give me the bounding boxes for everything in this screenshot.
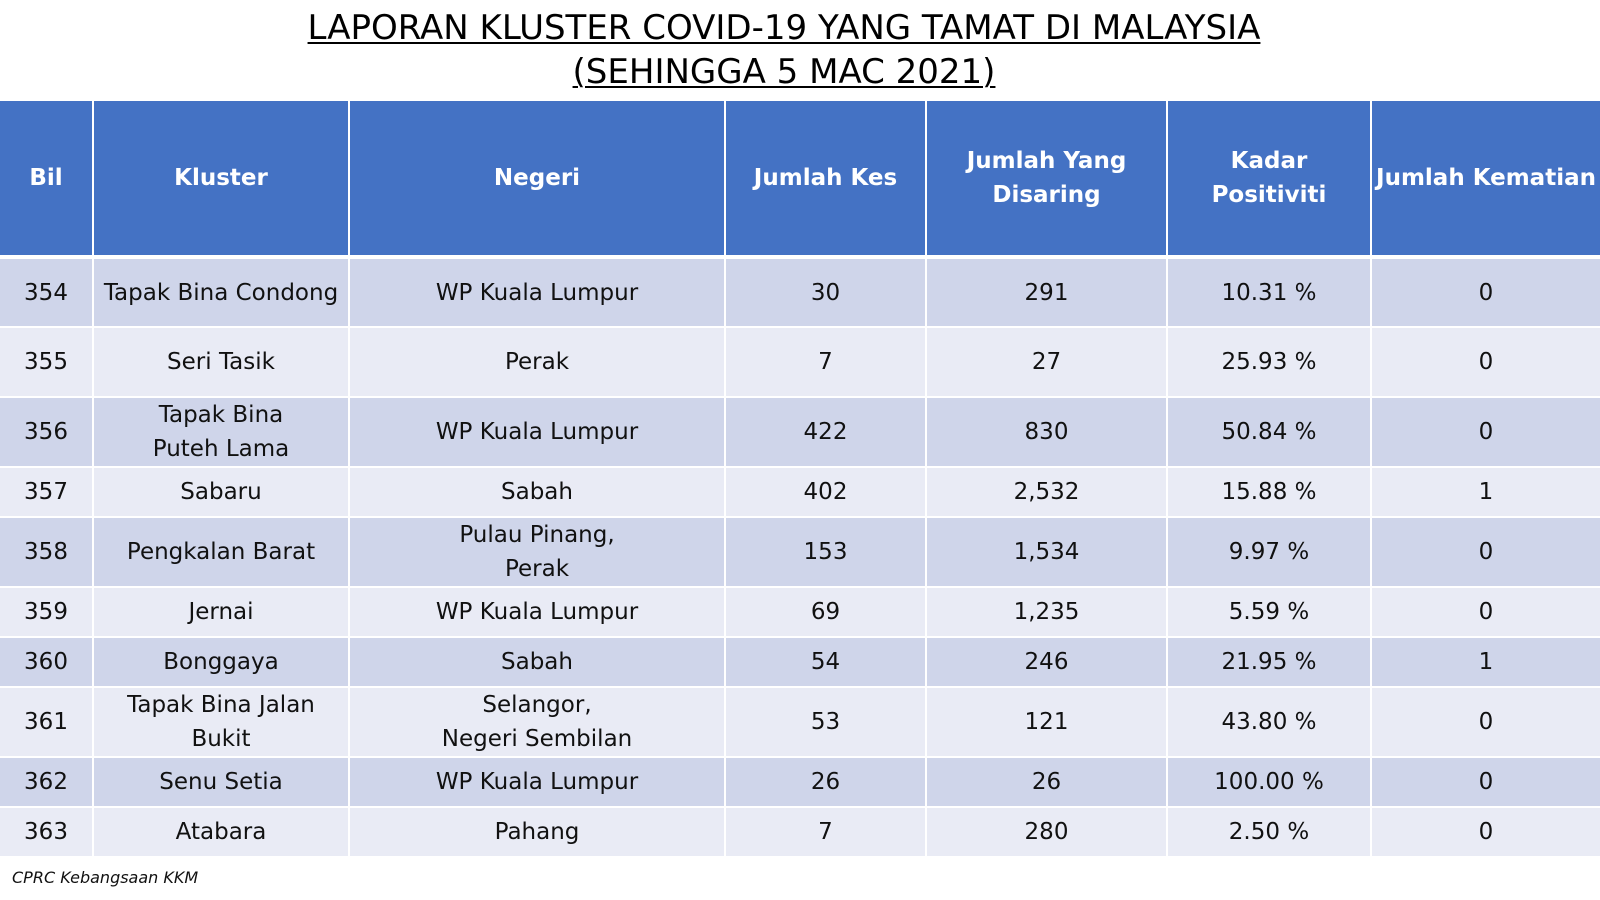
cell-kluster: Seri Tasik	[93, 327, 350, 398]
cell-kluster: Tapak Bina Puteh Lama	[93, 397, 350, 468]
cell-negeri: WP Kuala Lumpur	[349, 587, 726, 638]
cell-jumlah-disaring: 26	[926, 757, 1168, 808]
cell-kadar-positiviti: 2.50 %	[1167, 807, 1372, 858]
cell-bil: 361	[0, 687, 94, 758]
cell-negeri: Selangor, Negeri Sembilan	[349, 687, 726, 758]
cell-kluster: Atabara	[93, 807, 350, 858]
cell-jumlah-disaring: 1,235	[926, 587, 1168, 638]
cell-bil: 363	[0, 807, 94, 858]
table-header-row: Bil Kluster Negeri Jumlah Kes Jumlah Yan…	[0, 101, 1600, 259]
cell-jumlah-disaring: 121	[926, 687, 1168, 758]
cell-jumlah-kematian: 0	[1371, 757, 1600, 808]
cell-kluster: Senu Setia	[93, 757, 350, 808]
cell-bil: 358	[0, 517, 94, 588]
cell-jumlah-kematian: 0	[1371, 517, 1600, 588]
cell-kluster: Bonggaya	[93, 637, 350, 688]
cluster-table: Bil Kluster Negeri Jumlah Kes Jumlah Yan…	[0, 101, 1600, 858]
cell-kadar-positiviti: 5.59 %	[1167, 587, 1372, 638]
header-jumlah-kematian: Jumlah Kematian	[1371, 101, 1600, 259]
table-row: 361 Tapak Bina Jalan Bukit Selangor, Neg…	[0, 687, 1600, 758]
cell-jumlah-kes: 422	[725, 397, 927, 468]
cell-jumlah-disaring: 291	[926, 257, 1168, 328]
cell-jumlah-kematian: 0	[1371, 587, 1600, 638]
cell-jumlah-kes: 30	[725, 257, 927, 328]
page-title: LAPORAN KLUSTER COVID-19 YANG TAMAT DI M…	[0, 6, 1568, 94]
cell-kluster: Tapak Bina Condong	[93, 257, 350, 328]
cell-bil: 362	[0, 757, 94, 808]
header-negeri: Negeri	[349, 101, 726, 259]
header-kadar-positiviti: Kadar Positiviti	[1167, 101, 1372, 259]
cell-jumlah-kematian: 0	[1371, 327, 1600, 398]
title-line-1: LAPORAN KLUSTER COVID-19 YANG TAMAT DI M…	[307, 8, 1261, 48]
cell-kadar-positiviti: 43.80 %	[1167, 687, 1372, 758]
cell-kluster: Jernai	[93, 587, 350, 638]
table-row: 359 Jernai WP Kuala Lumpur 69 1,235 5.59…	[0, 587, 1600, 638]
cell-jumlah-kes: 7	[725, 807, 927, 858]
cell-kadar-positiviti: 9.97 %	[1167, 517, 1372, 588]
cell-jumlah-kes: 7	[725, 327, 927, 398]
cell-jumlah-kematian: 0	[1371, 257, 1600, 328]
cell-negeri: WP Kuala Lumpur	[349, 257, 726, 328]
header-kluster: Kluster	[93, 101, 350, 259]
cell-jumlah-disaring: 246	[926, 637, 1168, 688]
cell-kadar-positiviti: 25.93 %	[1167, 327, 1372, 398]
table-row: 358 Pengkalan Barat Pulau Pinang, Perak …	[0, 517, 1600, 588]
cell-kadar-positiviti: 50.84 %	[1167, 397, 1372, 468]
table-row: 355 Seri Tasik Perak 7 27 25.93 % 0	[0, 327, 1600, 398]
cell-jumlah-kematian: 0	[1371, 687, 1600, 758]
title-line-2: (SEHINGGA 5 MAC 2021)	[572, 52, 996, 92]
header-jumlah-kes: Jumlah Kes	[725, 101, 927, 259]
cell-jumlah-disaring: 2,532	[926, 467, 1168, 518]
cell-negeri: Sabah	[349, 467, 726, 518]
cell-jumlah-kematian: 0	[1371, 807, 1600, 858]
cell-negeri: Pulau Pinang, Perak	[349, 517, 726, 588]
cell-kadar-positiviti: 15.88 %	[1167, 467, 1372, 518]
table-row: 354 Tapak Bina Condong WP Kuala Lumpur 3…	[0, 257, 1600, 328]
cell-jumlah-disaring: 830	[926, 397, 1168, 468]
cell-negeri: Perak	[349, 327, 726, 398]
table-row: 362 Senu Setia WP Kuala Lumpur 26 26 100…	[0, 757, 1600, 808]
cell-kadar-positiviti: 10.31 %	[1167, 257, 1372, 328]
cell-jumlah-kematian: 1	[1371, 467, 1600, 518]
cell-kluster: Sabaru	[93, 467, 350, 518]
cell-kadar-positiviti: 100.00 %	[1167, 757, 1372, 808]
cell-jumlah-kematian: 0	[1371, 397, 1600, 468]
cell-negeri: Pahang	[349, 807, 726, 858]
cell-jumlah-kes: 402	[725, 467, 927, 518]
cell-negeri: WP Kuala Lumpur	[349, 397, 726, 468]
cell-bil: 355	[0, 327, 94, 398]
cell-bil: 357	[0, 467, 94, 518]
table-row: 360 Bonggaya Sabah 54 246 21.95 % 1	[0, 637, 1600, 688]
cell-jumlah-kes: 69	[725, 587, 927, 638]
header-bil: Bil	[0, 101, 94, 259]
cell-jumlah-disaring: 27	[926, 327, 1168, 398]
cell-kadar-positiviti: 21.95 %	[1167, 637, 1372, 688]
cell-jumlah-disaring: 280	[926, 807, 1168, 858]
cell-jumlah-kes: 53	[725, 687, 927, 758]
cell-bil: 359	[0, 587, 94, 638]
table-row: 357 Sabaru Sabah 402 2,532 15.88 % 1	[0, 467, 1600, 518]
cell-jumlah-disaring: 1,534	[926, 517, 1168, 588]
source-note: CPRC Kebangsaan KKM	[12, 868, 199, 887]
cell-kluster: Pengkalan Barat	[93, 517, 350, 588]
cell-negeri: Sabah	[349, 637, 726, 688]
table-row: 356 Tapak Bina Puteh Lama WP Kuala Lumpu…	[0, 397, 1600, 468]
table-row: 363 Atabara Pahang 7 280 2.50 % 0	[0, 807, 1600, 858]
cell-jumlah-kes: 26	[725, 757, 927, 808]
cell-bil: 356	[0, 397, 94, 468]
cell-jumlah-kes: 54	[725, 637, 927, 688]
cell-bil: 354	[0, 257, 94, 328]
cell-jumlah-kematian: 1	[1371, 637, 1600, 688]
cell-kluster: Tapak Bina Jalan Bukit	[93, 687, 350, 758]
header-jumlah-disaring: Jumlah Yang Disaring	[926, 101, 1168, 259]
cell-bil: 360	[0, 637, 94, 688]
cell-negeri: WP Kuala Lumpur	[349, 757, 726, 808]
cell-jumlah-kes: 153	[725, 517, 927, 588]
